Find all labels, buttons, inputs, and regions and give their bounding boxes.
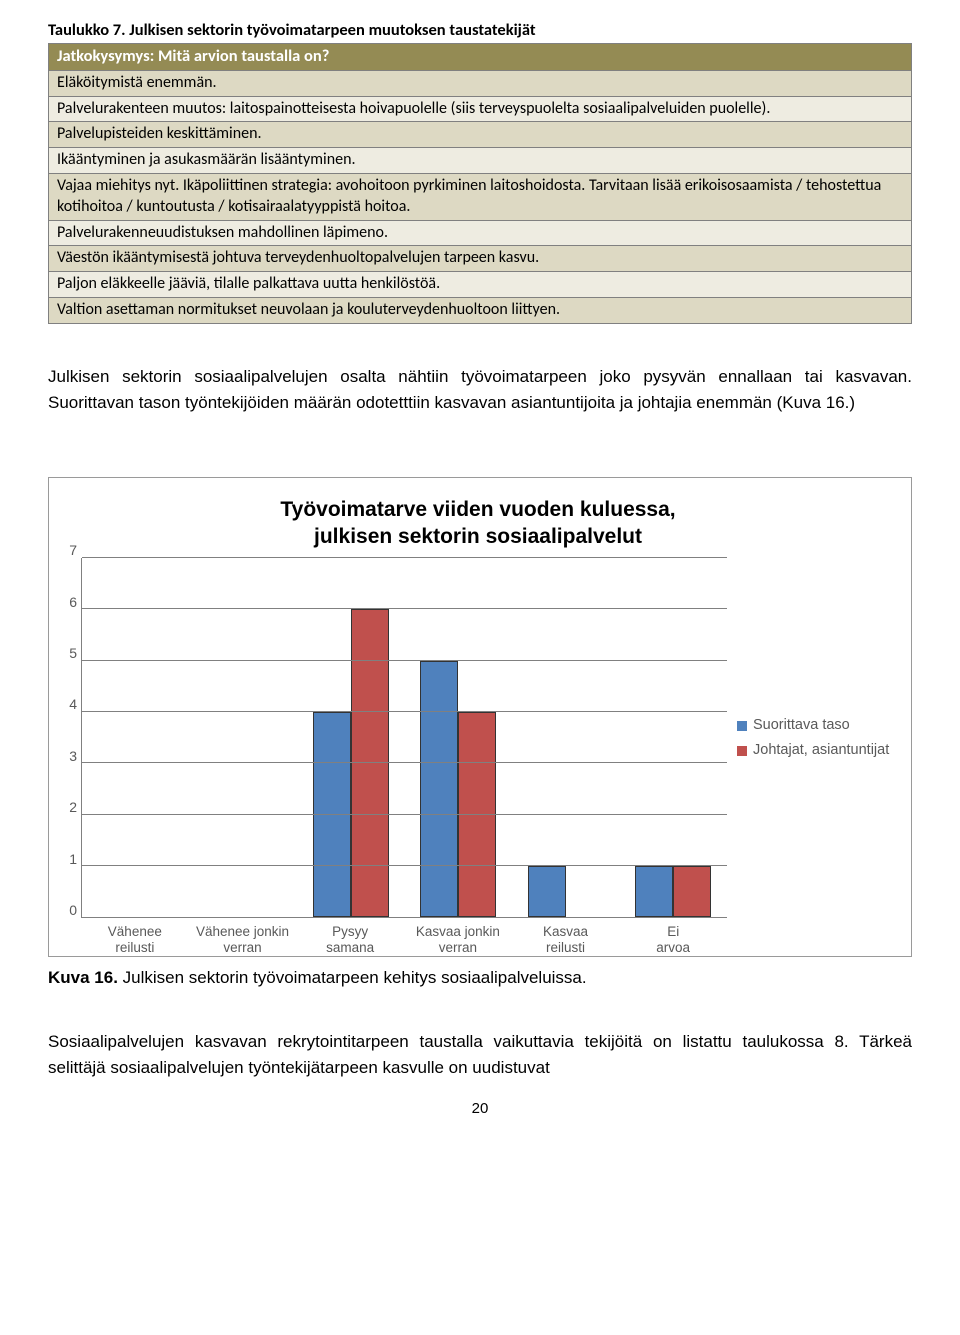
- chart-bar: [635, 866, 673, 917]
- table-header-cell: Jatkokysymys: Mitä arvion taustalla on?: [49, 44, 912, 70]
- page-number: 20: [48, 1099, 912, 1119]
- x-axis-label: Kasvaa jonkinverran: [404, 924, 512, 956]
- x-axis-label: Pysyysamana: [296, 924, 404, 956]
- x-axis-label: Väheneereilusti: [81, 924, 189, 956]
- chart-title-line1: Työvoimatarve viiden vuoden kuluessa,: [280, 498, 675, 521]
- chart-bar: [420, 661, 458, 917]
- bar-chart: Työvoimatarve viiden vuoden kuluessa, ju…: [48, 477, 912, 957]
- legend-swatch: [737, 721, 747, 731]
- chart-category: [297, 558, 405, 917]
- table-row: Palvelupisteiden keskittäminen.: [49, 122, 912, 148]
- body-paragraph-2: Sosiaalipalvelujen kasvavan rekrytointit…: [48, 1029, 912, 1082]
- table-row: Paljon eläkkeelle jääviä, tilalle palkat…: [49, 272, 912, 298]
- body-paragraph-1: Julkisen sektorin sosiaalipalvelujen osa…: [48, 364, 912, 417]
- chart-category: [190, 558, 298, 917]
- x-axis-label: Kasvaareilusti: [512, 924, 620, 956]
- table-row: Eläköitymistä enemmän.: [49, 70, 912, 96]
- chart-category: [512, 558, 620, 917]
- legend-label: Johtajat, asiantuntijat: [753, 741, 889, 760]
- legend-item: Suorittava taso: [737, 716, 897, 735]
- x-axis-label: Vähenee jonkinverran: [189, 924, 297, 956]
- table-caption: Taulukko 7. Julkisen sektorin työvoimata…: [48, 20, 912, 41]
- figure-caption-bold: Kuva 16.: [48, 968, 118, 987]
- table-cell: Eläköitymistä enemmän.: [49, 70, 912, 96]
- chart-title-line2: julkisen sektorin sosiaalipalvelut: [314, 525, 642, 548]
- table-cell: Paljon eläkkeelle jääviä, tilalle palkat…: [49, 272, 912, 298]
- chart-category: [82, 558, 190, 917]
- table-cell: Palvelurakenneuudistuksen mahdollinen lä…: [49, 220, 912, 246]
- legend-swatch: [737, 746, 747, 756]
- figure-caption-text: Julkisen sektorin työvoimatarpeen kehity…: [118, 968, 587, 987]
- chart-title: Työvoimatarve viiden vuoden kuluessa, ju…: [59, 496, 897, 551]
- table-header-row: Jatkokysymys: Mitä arvion taustalla on?: [49, 44, 912, 70]
- data-table: Jatkokysymys: Mitä arvion taustalla on? …: [48, 43, 912, 323]
- table-cell: Valtion asettaman normitukset neuvolaan …: [49, 298, 912, 324]
- legend-label: Suorittava taso: [753, 716, 850, 735]
- table-cell: Palvelurakenteen muutos: laitospainottei…: [49, 96, 912, 122]
- table-cell: Väestön ikääntymisestä johtuva terveyden…: [49, 246, 912, 272]
- y-axis: 76543210: [59, 558, 81, 918]
- table-row: Valtion asettaman normitukset neuvolaan …: [49, 298, 912, 324]
- figure-caption: Kuva 16. Julkisen sektorin työvoimatarpe…: [48, 967, 912, 989]
- chart-bar: [528, 866, 566, 917]
- chart-category: [620, 558, 728, 917]
- table-row: Vajaa miehitys nyt. Ikäpoliittinen strat…: [49, 174, 912, 221]
- table-row: Palvelurakenteen muutos: laitospainottei…: [49, 96, 912, 122]
- table-cell: Vajaa miehitys nyt. Ikäpoliittinen strat…: [49, 174, 912, 221]
- table-row: Ikääntyminen ja asukasmäärän lisääntymin…: [49, 148, 912, 174]
- table-cell: Ikääntyminen ja asukasmäärän lisääntymin…: [49, 148, 912, 174]
- x-axis-label: Eiarvoa: [619, 924, 727, 956]
- legend-item: Johtajat, asiantuntijat: [737, 741, 897, 760]
- chart-plot-area: [81, 558, 727, 918]
- chart-legend: Suorittava taso Johtajat, asiantuntijat: [727, 558, 897, 918]
- x-axis: VäheneereilustiVähenee jonkinverranPysyy…: [81, 924, 897, 956]
- table-row: Väestön ikääntymisestä johtuva terveyden…: [49, 246, 912, 272]
- chart-category: [405, 558, 513, 917]
- table-row: Palvelurakenneuudistuksen mahdollinen lä…: [49, 220, 912, 246]
- table-cell: Palvelupisteiden keskittäminen.: [49, 122, 912, 148]
- chart-bar: [673, 866, 711, 917]
